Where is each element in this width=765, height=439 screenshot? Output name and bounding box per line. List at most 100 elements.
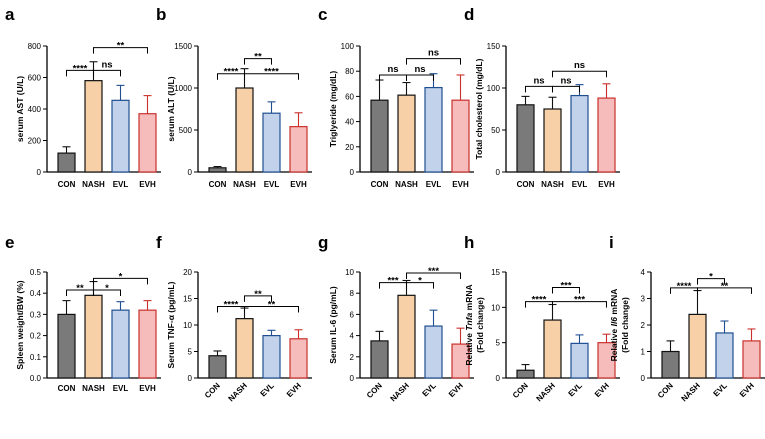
significance-bracket xyxy=(93,69,121,77)
bar-evl xyxy=(262,112,281,173)
significance-label: * xyxy=(418,276,422,287)
panel-b: b serum ALT (U/L) 0 500 1000 1500 CON NASH EVL EV… xyxy=(156,5,312,189)
y-tick-label: 400 xyxy=(28,105,42,114)
y-tick-label: 0.2 xyxy=(30,332,42,341)
bar-evh xyxy=(742,340,761,379)
bar-con xyxy=(57,313,76,379)
y-tick-label: 2 xyxy=(350,353,355,362)
y-tick-label: 1 xyxy=(641,348,646,357)
y-axis-label-part: Total cholesterol (mg/dL) xyxy=(474,58,484,159)
significance-label: *** xyxy=(387,276,398,287)
y-axis-label: Relative Tnfa mRNA xyxy=(464,284,474,365)
bar-evl xyxy=(570,94,589,173)
x-tick-label: EVL xyxy=(264,180,280,189)
y-tick-label: 0.0 xyxy=(30,374,42,383)
panel-label: d xyxy=(464,5,474,24)
bar-evh xyxy=(289,338,308,379)
significance-bracket xyxy=(244,295,272,302)
panel-label: c xyxy=(318,5,327,24)
significance-bracket xyxy=(244,73,299,80)
y-tick-label: 0.1 xyxy=(30,353,42,362)
panel-i: i Relative Il6 mRNA (Fold change) 0 1 2 3 4 CON N… xyxy=(609,233,765,403)
significance-bracket xyxy=(93,289,121,297)
x-tick-label: CON xyxy=(656,381,675,400)
significance-bracket xyxy=(552,301,607,308)
x-tick-label: EVH xyxy=(139,384,156,393)
y-tick-label: 0 xyxy=(496,374,501,383)
y-tick-label: 100 xyxy=(341,42,355,51)
y-tick-label: 3 xyxy=(641,295,646,304)
bar-con xyxy=(516,369,535,379)
x-tick-label: EVL xyxy=(572,180,588,189)
y-tick-label: 5 xyxy=(496,339,501,348)
y-tick-label: 10 xyxy=(491,303,500,312)
significance-label: ** xyxy=(76,283,84,294)
y-axis-label-part: Spleen weight/BW (%) xyxy=(15,280,25,369)
y-tick-label: 60 xyxy=(345,92,354,101)
panel-label: b xyxy=(156,5,166,24)
y-tick-label: 1500 xyxy=(174,42,192,51)
y-tick-label: 40 xyxy=(345,118,354,127)
x-tick-label: EVH xyxy=(593,381,611,399)
y-tick-label: 50 xyxy=(491,126,500,135)
bar-nash xyxy=(543,108,562,173)
y-tick-label: 80 xyxy=(345,67,354,76)
y-tick-label: 0.4 xyxy=(30,289,42,298)
significance-label: ns xyxy=(533,75,544,86)
x-tick-label: EVH xyxy=(738,381,756,399)
y-tick-label: 0 xyxy=(188,374,193,383)
panel-a: a serum AST (U/L) 0 200 400 600 800 CON NASH EVL E… xyxy=(5,5,161,189)
significance-label: ns xyxy=(574,60,585,71)
bar-evh xyxy=(289,126,308,173)
x-tick-label: EVH xyxy=(139,180,156,189)
y-tick-label: 1000 xyxy=(174,84,192,93)
x-tick-label: NASH xyxy=(680,381,703,404)
y-axis-label-part: Il6 xyxy=(609,317,619,327)
bar-evh xyxy=(138,113,157,173)
significance-label: **** xyxy=(224,299,239,310)
x-tick-label: CON xyxy=(58,384,76,393)
y-axis-label: Serum IL-6 (pg/mL) xyxy=(328,286,338,364)
x-tick-label: EVH xyxy=(290,180,307,189)
bar-evh xyxy=(451,99,470,173)
y-tick-label: 800 xyxy=(28,42,42,51)
significance-label: *** xyxy=(574,295,585,306)
significance-label: *** xyxy=(428,266,439,277)
significance-bracket xyxy=(697,278,725,285)
bar-evh xyxy=(138,309,157,379)
y-axis-label-part: Serum IL-6 (pg/mL) xyxy=(328,286,338,364)
y-tick-label: 500 xyxy=(179,126,193,135)
panel-label: h xyxy=(464,233,474,252)
x-tick-label: NASH xyxy=(233,180,256,189)
bar-evh xyxy=(597,342,616,379)
x-tick-label: CON xyxy=(365,381,384,400)
y-tick-label: 0.5 xyxy=(30,268,42,277)
x-tick-label: NASH xyxy=(389,381,412,404)
bar-evh xyxy=(451,343,470,379)
y-tick-label: 200 xyxy=(28,137,42,146)
x-tick-label: EVL xyxy=(567,381,584,398)
bar-evl xyxy=(424,325,443,379)
x-tick-label: EVL xyxy=(421,381,438,398)
y-axis-label: Spleen weight/BW (%) xyxy=(15,280,25,369)
x-tick-label: CON xyxy=(517,180,535,189)
bar-con xyxy=(208,167,227,173)
significance-label: ** xyxy=(117,41,125,52)
significance-bracket xyxy=(552,287,580,294)
x-tick-label: CON xyxy=(371,180,389,189)
y-tick-label: 0 xyxy=(188,168,193,177)
x-tick-label: CON xyxy=(58,180,76,189)
significance-label: ns xyxy=(101,59,112,70)
y-tick-label: 0 xyxy=(350,374,355,383)
y-axis-label-part: (Fold change) xyxy=(620,297,630,353)
bar-con xyxy=(57,152,76,173)
significance-label: ns xyxy=(428,48,439,59)
significance-label: * xyxy=(105,283,109,294)
panel-label: e xyxy=(5,233,14,252)
bar-con xyxy=(516,104,535,173)
y-axis-label: (Fold change) xyxy=(620,297,630,353)
significance-bracket xyxy=(244,58,272,65)
y-axis-label-part: serum ALT (U/L) xyxy=(166,76,176,141)
bar-evh xyxy=(597,97,616,173)
